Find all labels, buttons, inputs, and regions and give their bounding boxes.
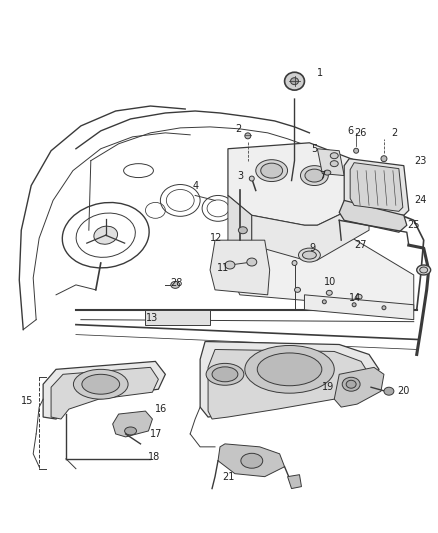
Ellipse shape [94,226,117,244]
Ellipse shape [82,374,120,394]
Ellipse shape [257,353,322,386]
Text: 7: 7 [319,171,325,181]
Text: 3: 3 [237,171,243,181]
Polygon shape [339,200,407,232]
Ellipse shape [326,290,332,295]
Polygon shape [228,225,414,310]
Polygon shape [145,310,210,325]
Ellipse shape [346,380,356,388]
Ellipse shape [352,303,356,307]
Ellipse shape [245,345,334,393]
Polygon shape [208,350,369,419]
Ellipse shape [298,248,320,262]
Text: 25: 25 [407,220,419,230]
Polygon shape [350,163,403,212]
Polygon shape [344,159,409,215]
Text: 17: 17 [150,429,163,439]
Text: 26: 26 [354,128,367,138]
Ellipse shape [356,294,362,300]
Ellipse shape [225,261,235,269]
Ellipse shape [305,169,324,182]
Ellipse shape [384,387,394,395]
Ellipse shape [322,300,326,304]
Ellipse shape [330,153,338,159]
Ellipse shape [241,453,263,468]
Text: 28: 28 [170,278,183,288]
Text: 11: 11 [217,263,229,273]
Ellipse shape [245,133,251,139]
Polygon shape [200,342,379,417]
Ellipse shape [261,163,283,178]
Ellipse shape [206,364,244,385]
Polygon shape [304,295,414,320]
Polygon shape [288,475,301,489]
Text: 27: 27 [354,240,367,250]
Polygon shape [113,411,152,437]
Text: 16: 16 [155,404,168,414]
Ellipse shape [303,251,316,259]
Text: 21: 21 [222,472,234,482]
Text: 13: 13 [145,313,158,322]
Polygon shape [210,240,270,295]
Polygon shape [43,361,165,419]
Polygon shape [51,367,159,419]
Ellipse shape [292,261,297,265]
Text: 24: 24 [414,196,426,205]
Text: 9: 9 [309,243,315,253]
Ellipse shape [285,72,304,90]
Ellipse shape [330,160,338,167]
Ellipse shape [342,377,360,391]
Text: 1: 1 [318,68,324,78]
Ellipse shape [353,148,359,153]
Ellipse shape [324,170,331,175]
Ellipse shape [171,281,180,288]
Ellipse shape [212,367,238,382]
Ellipse shape [256,160,288,182]
Text: 23: 23 [414,156,426,166]
Ellipse shape [74,369,128,399]
Text: 20: 20 [397,386,409,396]
Polygon shape [228,196,252,258]
Polygon shape [228,143,369,225]
Ellipse shape [382,306,386,310]
Polygon shape [218,444,285,477]
Ellipse shape [381,156,387,161]
Ellipse shape [294,287,300,292]
Text: 2: 2 [235,124,241,134]
Text: 12: 12 [210,233,223,243]
Text: 18: 18 [148,452,161,462]
Ellipse shape [124,427,137,435]
Text: 4: 4 [192,181,198,190]
Text: 15: 15 [21,396,34,406]
Ellipse shape [249,176,254,181]
Ellipse shape [420,267,427,273]
Text: 14: 14 [349,293,361,303]
Text: 2: 2 [391,128,397,138]
Polygon shape [318,149,344,175]
Ellipse shape [290,78,298,85]
Ellipse shape [300,166,328,185]
Polygon shape [252,200,369,260]
Ellipse shape [247,258,257,266]
Text: 5: 5 [311,144,318,154]
Polygon shape [334,367,384,407]
Ellipse shape [238,227,247,233]
Text: 10: 10 [324,277,336,287]
Ellipse shape [417,265,431,275]
Text: 6: 6 [347,126,353,136]
Text: 19: 19 [322,382,335,392]
